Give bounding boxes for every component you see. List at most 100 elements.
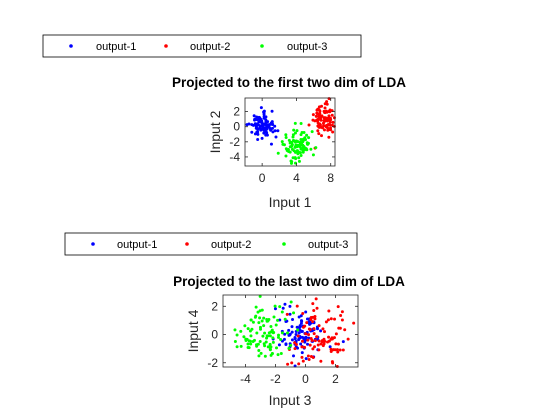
data-point-output-3: [270, 352, 274, 356]
data-point-output-1: [250, 130, 254, 134]
data-point-output-3: [256, 342, 260, 346]
data-point-output-1: [306, 342, 310, 346]
data-point-output-2: [317, 108, 321, 112]
data-point-output-1: [254, 123, 258, 127]
y-tick-label: 2: [233, 105, 240, 119]
data-point-output-2: [316, 124, 320, 128]
data-point-output-3: [284, 147, 288, 151]
data-point-output-1: [284, 342, 288, 346]
data-point-output-3: [255, 344, 259, 348]
data-point-output-3: [292, 311, 296, 315]
data-point-output-2: [326, 128, 330, 132]
data-point-output-3: [289, 300, 293, 304]
data-point-output-3: [293, 131, 297, 135]
data-point-output-3: [287, 346, 291, 350]
data-point-output-2: [313, 315, 317, 319]
data-point-output-2: [293, 347, 297, 351]
data-point-output-2: [332, 336, 336, 340]
data-point-output-2: [304, 332, 308, 336]
data-point-output-2: [331, 361, 335, 365]
data-point-output-3: [239, 329, 243, 333]
data-point-output-1: [290, 325, 294, 329]
data-point-output-3: [268, 334, 272, 338]
data-point-output-2: [303, 324, 307, 328]
data-point-output-3: [263, 354, 267, 358]
data-point-output-3: [281, 142, 285, 146]
data-point-output-2: [330, 123, 334, 127]
data-point-output-3: [265, 334, 269, 338]
data-point-output-1: [283, 332, 287, 336]
data-point-output-2: [327, 114, 331, 118]
data-point-output-1: [292, 354, 295, 358]
data-point-output-1: [273, 307, 277, 311]
data-point-output-3: [295, 139, 299, 143]
data-point-output-2: [317, 339, 321, 343]
data-point-output-2: [334, 342, 338, 346]
data-point-output-3: [272, 315, 276, 319]
data-point-output-2: [295, 304, 299, 308]
data-point-output-3: [268, 348, 272, 352]
data-point-output-2: [315, 335, 319, 339]
data-point-output-1: [304, 310, 308, 314]
data-point-output-2: [314, 114, 318, 118]
data-point-output-2: [319, 342, 323, 346]
data-point-output-1: [281, 306, 285, 310]
data-point-output-3: [274, 323, 278, 327]
data-point-output-1: [298, 324, 302, 328]
data-point-output-3: [289, 140, 293, 144]
data-point-output-3: [291, 156, 295, 160]
data-point-output-2: [314, 297, 318, 301]
data-point-output-3: [262, 342, 266, 346]
data-point-output-2: [322, 124, 326, 128]
data-point-output-1: [262, 128, 266, 132]
data-point-output-1: [290, 338, 294, 342]
data-point-output-1: [299, 342, 303, 346]
axis-ticks: -4 -2 0 2 -2 0 2: [207, 295, 358, 386]
data-point-output-3: [298, 140, 302, 144]
data-point-output-3: [271, 336, 275, 340]
data-point-output-3: [247, 339, 251, 343]
data-point-output-2: [307, 327, 311, 331]
data-point-output-3: [276, 318, 280, 322]
data-point-output-3: [271, 340, 275, 344]
data-point-output-1: [269, 127, 273, 131]
data-point-output-2: [327, 97, 331, 101]
data-point-output-3: [233, 328, 237, 332]
data-point-output-2: [339, 313, 343, 317]
data-point-output-1: [255, 130, 259, 134]
data-point-output-2: [293, 341, 297, 345]
data-point-output-3: [290, 147, 294, 151]
data-point-output-3: [293, 121, 297, 125]
data-point-output-2: [309, 336, 313, 340]
legend-box: [64, 232, 358, 256]
data-point-output-1: [304, 357, 308, 361]
data-point-output-1: [297, 337, 301, 341]
data-point-output-1: [258, 120, 262, 124]
data-point-output-3: [295, 129, 299, 133]
data-point-output-3: [301, 140, 305, 144]
data-point-output-3: [287, 149, 291, 153]
data-point-output-2: [321, 327, 325, 331]
data-point-output-3: [279, 351, 283, 355]
data-point-output-2: [317, 105, 321, 109]
data-point-output-3: [258, 294, 262, 298]
data-point-output-1: [256, 138, 260, 141]
data-point-output-1: [267, 123, 271, 127]
data-point-output-2: [307, 358, 311, 362]
data-point-output-3: [300, 130, 304, 134]
data-point-output-2: [315, 112, 319, 116]
data-point-output-2: [301, 312, 305, 316]
legend-top: output-1 output-2 output-3: [42, 34, 362, 58]
data-point-output-1: [270, 120, 274, 124]
data-point-output-2: [312, 309, 316, 313]
data-point-output-1: [245, 123, 249, 127]
data-point-output-2: [307, 333, 311, 337]
data-point-output-1: [277, 343, 281, 347]
data-point-output-2: [318, 115, 322, 119]
chart-top: output-1 output-2 output-3 Projected to …: [42, 34, 406, 210]
data-point-output-1: [290, 330, 294, 334]
data-point-output-3: [253, 315, 257, 319]
data-point-output-2: [341, 348, 345, 352]
legend-marker-output-1: [69, 44, 73, 48]
data-point-output-2: [313, 345, 317, 349]
